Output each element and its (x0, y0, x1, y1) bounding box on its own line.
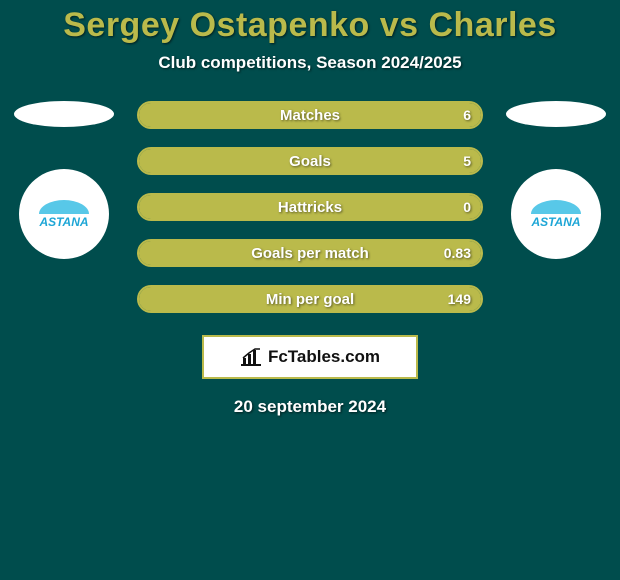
stat-bar: Goals 5 (137, 147, 483, 175)
left-club-inner: ASTANA (39, 200, 89, 228)
footer-date: 20 september 2024 (0, 397, 620, 417)
page-title: Sergey Ostapenko vs Charles (0, 0, 620, 45)
brand-label: FcTables.com (268, 347, 380, 367)
bar-chart-icon (240, 348, 262, 366)
stat-value-right: 5 (463, 153, 471, 169)
stats-column: Matches 6 Goals 5 Hattricks 0 Goals per match 0… (137, 101, 483, 313)
stat-label: Hattricks (278, 199, 342, 216)
stat-label: Goals (289, 153, 331, 170)
stat-label: Matches (280, 107, 340, 124)
right-club-inner: ASTANA (531, 200, 581, 228)
right-club-swoosh-icon (531, 200, 581, 214)
stat-value-right: 0.83 (444, 245, 471, 261)
stat-bar: Matches 6 (137, 101, 483, 129)
left-club-badge: ASTANA (19, 169, 109, 259)
brand-box[interactable]: FcTables.com (202, 335, 418, 379)
stat-value-right: 149 (448, 291, 471, 307)
right-club-name: ASTANA (531, 215, 580, 229)
stat-label: Goals per match (251, 245, 369, 262)
stat-bar: Min per goal 149 (137, 285, 483, 313)
stat-value-right: 0 (463, 199, 471, 215)
left-club-name: ASTANA (39, 215, 88, 229)
comparison-row: ASTANA Matches 6 Goals 5 Hattricks 0 Goals per… (0, 101, 620, 313)
left-player-column: ASTANA (9, 101, 119, 259)
subtitle: Club competitions, Season 2024/2025 (0, 53, 620, 73)
stat-bar: Hattricks 0 (137, 193, 483, 221)
stat-label: Min per goal (266, 291, 354, 308)
stat-value-right: 6 (463, 107, 471, 123)
right-player-avatar (506, 101, 606, 127)
left-club-swoosh-icon (39, 200, 89, 214)
right-club-badge: ASTANA (511, 169, 601, 259)
left-player-avatar (14, 101, 114, 127)
stat-bar: Goals per match 0.83 (137, 239, 483, 267)
right-player-column: ASTANA (501, 101, 611, 259)
